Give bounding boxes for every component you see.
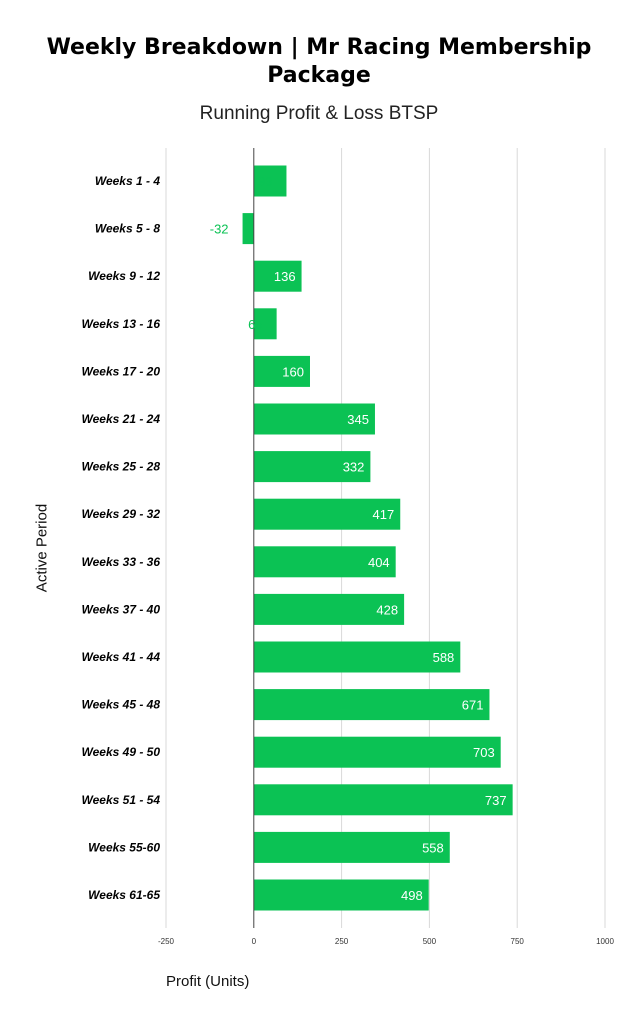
chart-subtitle: Running Profit & Loss BTSP (199, 103, 439, 124)
bar (253, 641, 461, 673)
data-label: 737 (485, 793, 507, 808)
chart-title: Weekly Breakdown | Mr Racing Membership … (46, 35, 592, 88)
category-label: Weeks 25 - 28 (82, 460, 161, 474)
category-label: Weeks 29 - 32 (82, 507, 161, 521)
data-label: 93 (258, 174, 272, 189)
category-label: Weeks 21 - 24 (82, 412, 161, 426)
category-label: Weeks 1 - 4 (95, 174, 160, 188)
bar (253, 165, 287, 197)
x-tick-label: 1000 (596, 937, 614, 946)
bar (253, 498, 401, 530)
x-tick-label: 250 (335, 937, 349, 946)
data-label: 417 (373, 507, 395, 522)
bar (253, 260, 302, 292)
data-label: 428 (376, 602, 398, 617)
labels: -250 0 250 500 750 1000 Weeks 1 - 4 93 Weeks 5 -… (82, 174, 615, 946)
category-label: Weeks 5 - 8 (95, 222, 160, 236)
bar (253, 355, 310, 387)
category-label: Weeks 37 - 40 (82, 602, 161, 616)
bar (242, 213, 254, 245)
category-label: Weeks 45 - 48 (82, 698, 161, 712)
data-label: 498 (401, 888, 423, 903)
bar (253, 546, 396, 578)
bar (253, 689, 490, 721)
bar (253, 403, 375, 435)
category-label: Weeks 9 - 12 (88, 269, 160, 283)
data-label: 160 (282, 364, 304, 379)
category-label: Weeks 17 - 20 (82, 364, 161, 378)
data-label: 558 (422, 840, 444, 855)
data-label: 136 (274, 269, 296, 284)
bar (253, 736, 501, 768)
x-tick-label: 0 (252, 937, 257, 946)
bar (253, 784, 513, 816)
category-label: Weeks 41 - 44 (82, 650, 161, 664)
category-label: Weeks 51 - 54 (82, 793, 161, 807)
x-tick-label: -250 (158, 937, 175, 946)
category-label: Weeks 49 - 50 (82, 745, 161, 759)
data-label: 65 (248, 317, 262, 332)
data-label: 345 (347, 412, 369, 427)
x-axis-label: Profit (Units) (166, 973, 250, 990)
x-tick-label: 750 (511, 937, 525, 946)
data-label: 703 (473, 745, 495, 760)
bar (253, 593, 405, 625)
data-label: 671 (462, 698, 484, 713)
category-label: Weeks 61-65 (88, 888, 160, 902)
x-tick-label: 500 (423, 937, 437, 946)
category-label: Weeks 13 - 16 (82, 317, 161, 331)
category-label: Weeks 55-60 (88, 840, 160, 854)
data-label: 332 (343, 460, 365, 475)
data-label: 404 (368, 555, 390, 570)
bars (242, 165, 513, 911)
bar (253, 831, 450, 863)
bar (253, 879, 429, 911)
data-label: -32 (210, 222, 229, 237)
bar (253, 308, 277, 340)
data-label: 588 (433, 650, 455, 665)
bar (253, 451, 371, 483)
category-label: Weeks 33 - 36 (82, 555, 161, 569)
